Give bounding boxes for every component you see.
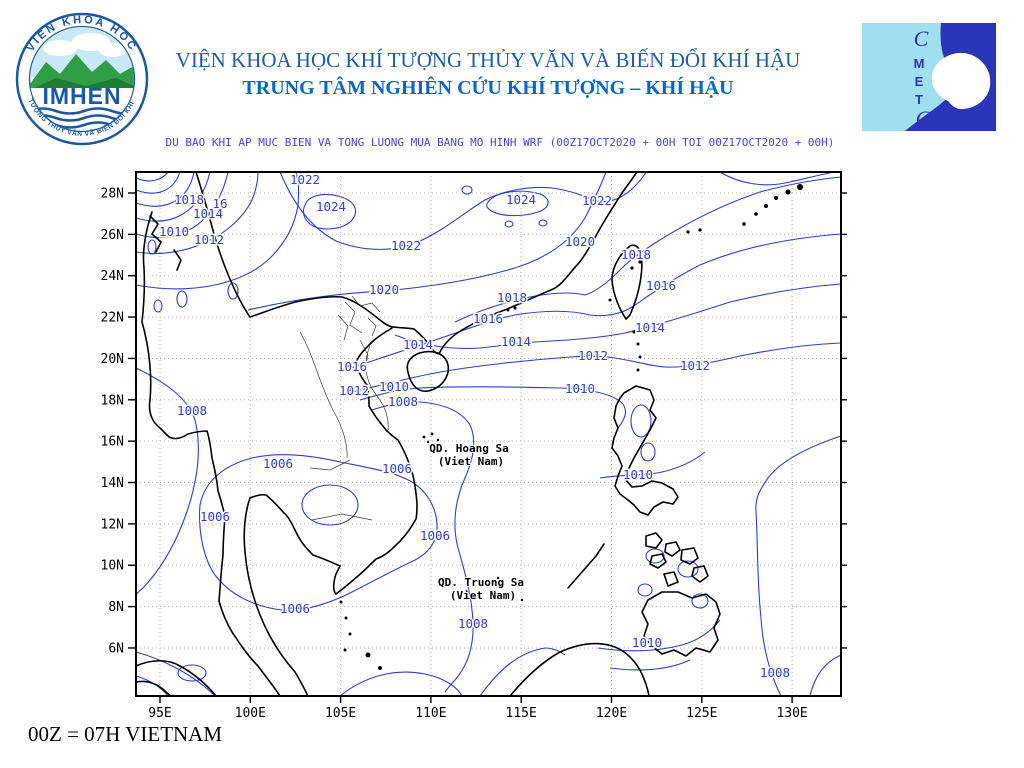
imhen-center-text: IMHEN <box>42 83 121 109</box>
isobar-label: 1008 <box>177 403 207 418</box>
axis-ticks <box>128 192 847 703</box>
isobar-label: 1018 <box>174 192 204 207</box>
isobar-label: 1018 <box>621 247 651 262</box>
x-tick-label: 125E <box>686 706 717 721</box>
isobar-label: 1022 <box>290 172 320 187</box>
island-label-line1: QD. Hoang Sa <box>429 442 508 455</box>
map-grid <box>136 172 841 696</box>
x-tick-label: 105E <box>325 706 356 721</box>
isobar-label: 1006 <box>382 461 412 476</box>
isobar-label: 1010 <box>565 381 595 396</box>
x-tick-label: 95E <box>148 706 171 721</box>
y-tick-label: 8N <box>108 600 124 615</box>
center-title: TRUNG TÂM NGHIÊN CỨU KHÍ TƯỢNG – KHÍ HẬU <box>242 77 734 99</box>
isobar-label: 1016 <box>473 311 503 326</box>
axis-labels: 95E 100E 105E 110E 115E 120E 125E 130E 28N 26N 24N… <box>101 187 808 722</box>
island-labels: QD. Hoang Sa(Viet Nam)QD. Truong Sa(Viet… <box>428 441 525 603</box>
isobar-label: 1012 <box>339 383 369 398</box>
x-tick-label: 115E <box>506 706 537 721</box>
island-label-line2: (Viet Nam) <box>438 455 504 468</box>
forecast-title: DU BAO KHI AP MUC BIEN VA TONG LUONG MUA… <box>165 136 835 149</box>
x-tick-label: 120E <box>596 706 627 721</box>
isobar-label: 1008 <box>458 616 488 631</box>
isobar-label: 1024 <box>506 192 536 207</box>
coastlines <box>135 171 721 697</box>
cmetc-letter: T <box>915 92 923 107</box>
island-label-line1: QD. Truong Sa <box>438 576 524 589</box>
isobar-label: 1020 <box>565 234 595 249</box>
isobar-label: 1010 <box>623 467 653 482</box>
isobar-label: 1008 <box>760 665 790 680</box>
isobar-label: 1020 <box>369 282 399 297</box>
isobar-label: 1010 <box>159 224 189 239</box>
y-tick-label: 20N <box>101 352 124 367</box>
y-tick-label: 22N <box>101 311 124 326</box>
y-tick-label: 16N <box>101 435 124 450</box>
isobar-label: 1014 <box>193 206 223 221</box>
timezone-note: 00Z = 07H VIETNAM <box>28 722 223 746</box>
isobar-label: 1010 <box>632 635 662 650</box>
small-islands <box>339 184 803 670</box>
isobar-label: 1006 <box>200 509 230 524</box>
isobar-label: 1006 <box>420 528 450 543</box>
map-frame <box>135 171 842 697</box>
isobar-label: 1012 <box>578 348 608 363</box>
island-label-line2: (Viet Nam) <box>450 589 516 602</box>
isobar-label: 1022 <box>391 238 421 253</box>
imhen-scene: IMHEN <box>30 27 134 131</box>
y-tick-label: 10N <box>101 559 124 574</box>
cmetc-white-curve <box>931 52 991 109</box>
isobar-label: 1012 <box>680 358 710 373</box>
isobar-label: 1010 <box>379 379 409 394</box>
isobar-label: 1006 <box>280 601 310 616</box>
isobar-label: 1014 <box>403 337 433 352</box>
header: VIỆN KHOA HỌC KHÍ TƯỢNG THỦY VĂN VÀ BIẾN… <box>158 48 818 100</box>
x-tick-label: 100E <box>235 706 266 721</box>
x-tick-label: 110E <box>415 706 446 721</box>
y-tick-label: 12N <box>101 517 124 532</box>
isobar-label: 1024 <box>316 199 346 214</box>
y-tick-label: 6N <box>108 641 124 656</box>
isobar-label: 1016 <box>337 359 367 374</box>
isobar-label: 1018 <box>497 290 527 305</box>
cmetc-letter: C <box>914 26 929 51</box>
isobar-label: 1016 <box>646 278 676 293</box>
isobar-label: 16 <box>212 196 227 211</box>
isobar-label: 1006 <box>263 456 293 471</box>
imhen-logo: VIEN KHOA HOC KHÍ TƯỢNG THỦY VĂN VÀ BIẾN… <box>11 3 150 148</box>
isobar-label: 1014 <box>635 320 665 335</box>
y-tick-label: 28N <box>101 187 124 202</box>
isobar-contours <box>135 171 842 697</box>
institute-title: VIỆN KHOA HỌC KHÍ TƯỢNG THỦY VĂN VÀ BIẾN… <box>175 48 801 72</box>
y-tick-label: 24N <box>101 269 124 284</box>
isobar-label: 1014 <box>501 334 531 349</box>
imhen-logo-svg: VIEN KHOA HOC KHÍ TƯỢNG THỦY VĂN VÀ BIẾN… <box>11 3 149 146</box>
y-tick-label: 18N <box>101 393 124 408</box>
isobar-label: 1012 <box>194 232 224 247</box>
y-tick-label: 14N <box>101 476 124 491</box>
isobar-label: 1022 <box>582 193 612 208</box>
y-tick-label: 26N <box>101 228 124 243</box>
admin-borders <box>299 295 389 521</box>
cmetc-letter: M <box>914 56 925 71</box>
x-tick-label: 130E <box>776 706 807 721</box>
isobar-label: 1008 <box>388 394 418 409</box>
cmetc-letter: C <box>916 106 931 131</box>
cmetc-letter: E <box>915 74 924 89</box>
